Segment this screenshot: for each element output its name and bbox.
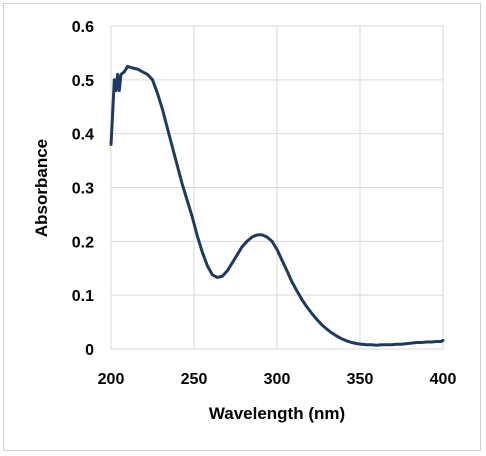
- y-tick-label: 0: [85, 342, 94, 359]
- y-axis-title: Absorbance: [32, 139, 51, 237]
- x-tick-label: 200: [98, 371, 125, 388]
- y-tick-label: 0.2: [72, 234, 94, 251]
- x-tick-label: 400: [430, 371, 457, 388]
- y-tick-label: 0.1: [72, 288, 94, 305]
- x-axis-title: Wavelength (nm): [209, 404, 345, 423]
- x-tick-label: 350: [347, 371, 374, 388]
- chart-frame: [3, 3, 481, 451]
- grid-layer: [110, 25, 444, 350]
- absorbance-series-line: [109, 64, 445, 347]
- x-tick-label: 300: [264, 371, 291, 388]
- x-tick-label: 250: [181, 371, 208, 388]
- y-tick-label: 0.5: [72, 73, 94, 90]
- y-tick-label: 0.3: [72, 181, 94, 198]
- y-tick-label: 0.6: [72, 19, 94, 36]
- tick-layer: 0 0.1 0.2 0.3 0.4 0.5 0.6 200 250 300 350 400: [72, 19, 457, 388]
- line-layer: [109, 64, 445, 347]
- y-tick-label: 0.4: [72, 127, 94, 144]
